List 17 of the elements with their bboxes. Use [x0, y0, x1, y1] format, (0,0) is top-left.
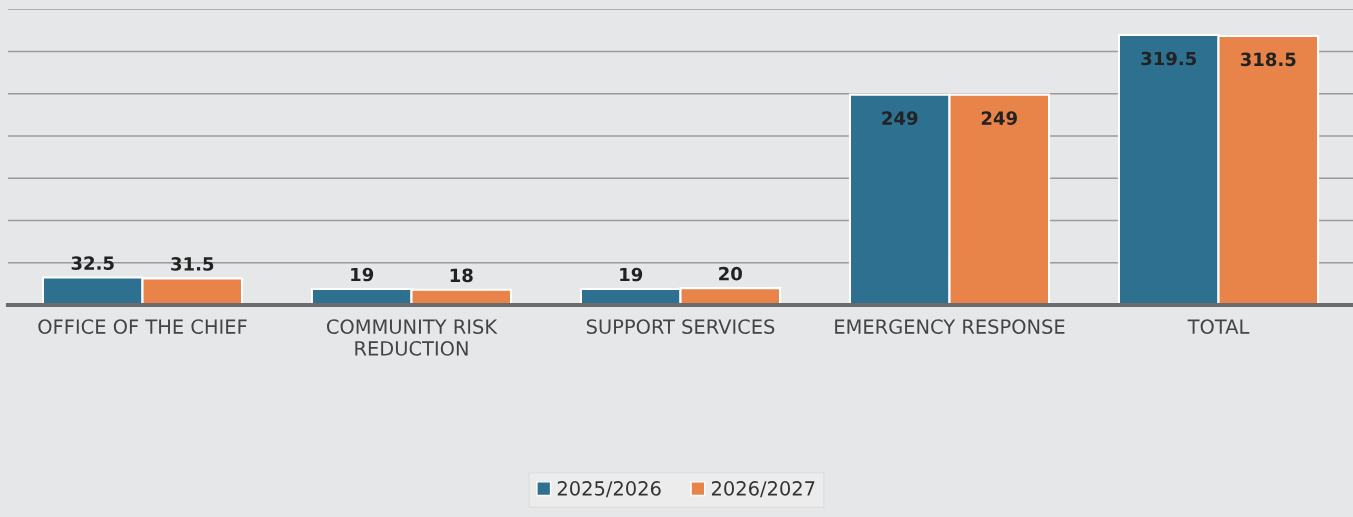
data-label: 19	[620, 267, 643, 282]
data-label: 249	[981, 111, 1017, 125]
data-label: 31.5	[171, 257, 214, 271]
data-label: 19	[351, 267, 374, 282]
x-tick-label: EMERGENCY RESPONSE	[835, 319, 1065, 334]
data-label: 20	[719, 266, 742, 281]
data-label: 249	[882, 111, 918, 125]
x-tick-label: TOTAL	[1187, 319, 1250, 334]
data-label: 32.5	[71, 256, 114, 270]
legend-label: 2026/2027	[711, 481, 815, 498]
data-label: 319.5	[1141, 51, 1197, 66]
data-label: 18	[450, 268, 473, 283]
data-label: 318.5	[1240, 52, 1296, 67]
legend-label: 2025/2026	[557, 481, 661, 498]
x-tick-label: OFFICE OF THE CHIEF	[38, 319, 247, 334]
x-tick-label: COMMUNITY RISK REDUCTION	[326, 319, 498, 356]
x-tick-label: SUPPORT SERVICES	[586, 319, 775, 334]
